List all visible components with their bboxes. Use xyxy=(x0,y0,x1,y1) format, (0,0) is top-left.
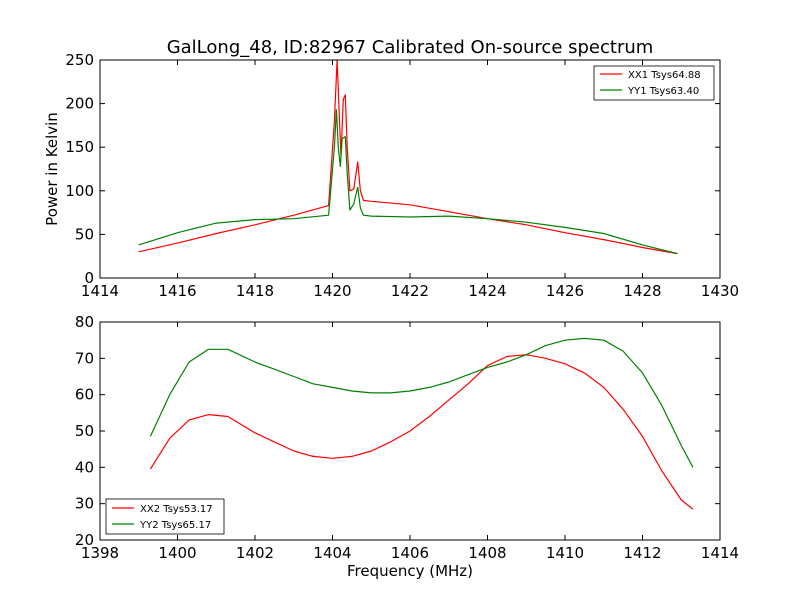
x-tick-label: 1408 xyxy=(468,544,506,562)
top-spectrum-panel: GalLong_48, ID:82967 Calibrated On-sourc… xyxy=(43,37,739,300)
legend: XX2 Tsys53.17 YY2 Tsys65.17 xyxy=(105,498,225,535)
y-tick-label: 70 xyxy=(75,349,94,367)
y-tick-label: 40 xyxy=(75,458,94,476)
y-tick-label: 20 xyxy=(75,531,94,549)
legend-label-yy2: YY2 Tsys65.17 xyxy=(139,520,211,531)
x-tick-label: 1400 xyxy=(158,544,196,562)
x-tick-label: 1418 xyxy=(236,282,274,300)
bottom-spectrum-panel: Frequency (MHz) 1398 1400 1402 1404 1406 1408… xyxy=(75,313,739,580)
y-axis-label: Power in Kelvin xyxy=(43,112,61,226)
y-tick-label: 150 xyxy=(65,138,94,156)
x-axis-ticks: 1414 1416 1418 1420 1422 1424 1426 1428 1430 xyxy=(81,60,739,300)
x-tick-label: 1402 xyxy=(236,544,274,562)
series-lines xyxy=(138,59,678,255)
y-tick-label: 200 xyxy=(65,95,94,113)
series-line xyxy=(138,109,678,255)
y-tick-label: 80 xyxy=(75,313,94,331)
x-axis-label: Frequency (MHz) xyxy=(347,562,473,580)
legend-label-xx1: XX1 Tsys64.88 xyxy=(628,70,701,81)
y-tick-label: 0 xyxy=(84,269,94,287)
y-tick-label: 50 xyxy=(75,422,94,440)
x-tick-label: 1416 xyxy=(158,282,196,300)
y-tick-label: 100 xyxy=(65,182,94,200)
chart-title: GalLong_48, ID:82967 Calibrated On-sourc… xyxy=(167,37,654,58)
legend: XX1 Tsys64.88 YY1 Tsys63.40 xyxy=(593,65,715,101)
legend-label-yy1: YY1 Tsys63.40 xyxy=(627,86,699,97)
x-tick-label: 1426 xyxy=(546,282,584,300)
x-tick-label: 1410 xyxy=(546,544,584,562)
y-tick-label: 250 xyxy=(65,51,94,69)
series-line xyxy=(149,337,694,468)
x-tick-label: 1424 xyxy=(468,282,506,300)
y-tick-label: 30 xyxy=(75,495,94,513)
x-tick-label: 1420 xyxy=(313,282,351,300)
x-tick-label: 1406 xyxy=(391,544,429,562)
x-tick-label: 1414 xyxy=(81,282,119,300)
legend-box xyxy=(593,65,715,101)
y-tick-label: 50 xyxy=(75,225,94,243)
y-tick-label: 60 xyxy=(75,386,94,404)
series-line xyxy=(138,59,678,255)
x-tick-label: 1428 xyxy=(623,282,661,300)
series-lines xyxy=(149,337,694,510)
x-tick-label: 1430 xyxy=(701,282,739,300)
legend-box xyxy=(105,498,225,535)
x-tick-label: 1412 xyxy=(623,544,661,562)
y-axis-ticks: 0 50 100 150 200 250 xyxy=(65,51,720,287)
x-tick-label: 1404 xyxy=(313,544,351,562)
x-tick-label: 1422 xyxy=(391,282,429,300)
x-axis-ticks: 1398 1400 1402 1404 1406 1408 1410 1412 1414 xyxy=(81,322,739,562)
legend-label-xx2: XX2 Tsys53.17 xyxy=(140,504,213,515)
series-line xyxy=(149,354,694,510)
x-tick-label: 1414 xyxy=(701,544,739,562)
x-tick-label: 1398 xyxy=(81,544,119,562)
y-axis-ticks: 20 30 40 50 60 70 80 xyxy=(75,313,720,549)
